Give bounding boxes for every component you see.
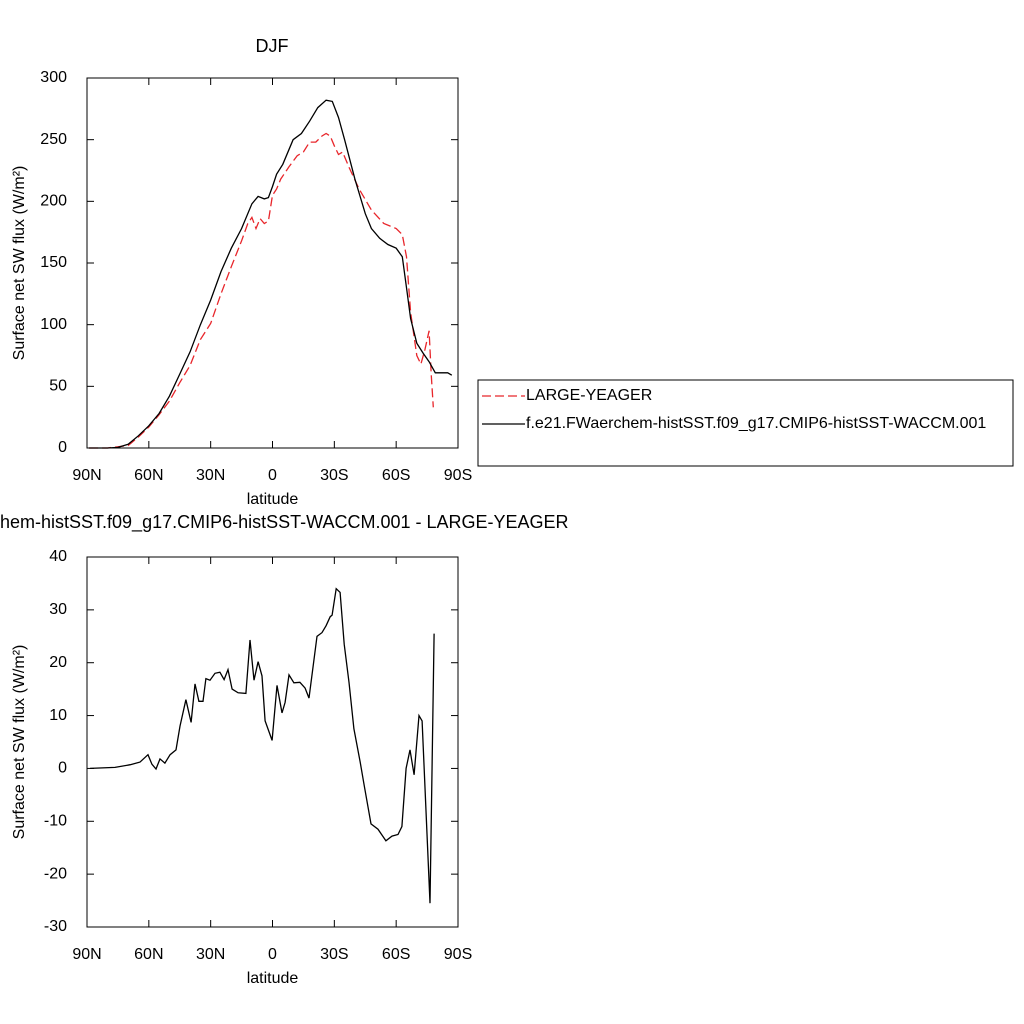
y-tick-label: 0 bbox=[58, 439, 67, 456]
x-tick-label: 60S bbox=[382, 467, 410, 484]
y-tick-label: 250 bbox=[40, 131, 67, 148]
y-tick-label: 20 bbox=[49, 654, 67, 671]
legend-label: f.e21.FWaerchem-histSST.f09_g17.CMIP6-hi… bbox=[526, 415, 986, 432]
plot-frame bbox=[86, 556, 459, 928]
plot-frame bbox=[86, 77, 459, 449]
chart-title: hem-histSST.f09_g17.CMIP6-histSST-WACCM.… bbox=[0, 512, 569, 533]
y-tick-label: 300 bbox=[40, 69, 67, 86]
chart-title: DJF bbox=[256, 36, 289, 56]
y-tick-label: -20 bbox=[44, 865, 67, 882]
x-tick-label: 0 bbox=[268, 946, 277, 963]
y-axis-label: Surface net SW flux (W/m²) bbox=[11, 645, 28, 840]
series-line bbox=[90, 587, 435, 904]
y-tick-label: -10 bbox=[44, 813, 67, 830]
x-tick-label: 60N bbox=[134, 946, 163, 963]
legend-label: LARGE-YEAGER bbox=[526, 387, 652, 404]
y-tick-label: 0 bbox=[58, 760, 67, 777]
x-tick-label: 30N bbox=[196, 946, 225, 963]
legend-box bbox=[477, 379, 1014, 467]
x-tick-label: 90N bbox=[72, 946, 101, 963]
x-tick-label: 30S bbox=[320, 467, 348, 484]
y-tick-label: 50 bbox=[49, 378, 67, 395]
y-tick-label: 10 bbox=[49, 707, 67, 724]
series-line bbox=[89, 132, 434, 449]
x-tick-label: 0 bbox=[268, 467, 277, 484]
x-tick-label: 90S bbox=[444, 467, 472, 484]
x-axis-label: latitude bbox=[247, 491, 299, 508]
x-axis-label: latitude bbox=[247, 970, 299, 987]
y-tick-label: 100 bbox=[40, 316, 67, 333]
x-tick-label: 90N bbox=[72, 467, 101, 484]
x-tick-label: 30S bbox=[320, 946, 348, 963]
y-tick-label: 40 bbox=[49, 548, 67, 565]
x-tick-label: 90S bbox=[444, 946, 472, 963]
x-tick-label: 60N bbox=[134, 467, 163, 484]
y-tick-label: 30 bbox=[49, 601, 67, 618]
y-tick-label: 200 bbox=[40, 193, 67, 210]
y-tick-label: -30 bbox=[44, 918, 67, 935]
x-tick-label: 30N bbox=[196, 467, 225, 484]
y-tick-label: 150 bbox=[40, 254, 67, 271]
x-tick-label: 60S bbox=[382, 946, 410, 963]
series-line bbox=[89, 99, 453, 449]
y-axis-label: Surface net SW flux (W/m²) bbox=[11, 166, 28, 361]
